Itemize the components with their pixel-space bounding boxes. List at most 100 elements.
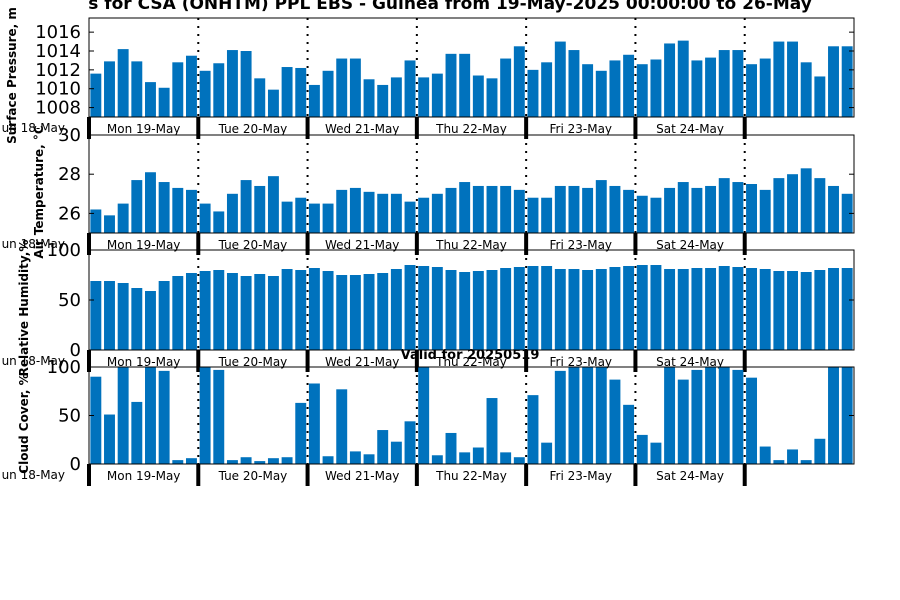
bar (609, 60, 621, 117)
bar (418, 77, 430, 117)
bar (254, 78, 266, 117)
bar (554, 370, 566, 464)
bar (800, 272, 812, 350)
bar (623, 266, 635, 350)
x-day-label: Thu 22-May (435, 238, 507, 252)
bar (677, 269, 689, 350)
bar (322, 271, 334, 350)
bar (117, 283, 129, 350)
bar (158, 87, 170, 117)
bar (308, 84, 320, 117)
bar (554, 185, 566, 233)
bar (541, 266, 553, 350)
bar (185, 55, 197, 117)
x-day-label: Tue 20-May (218, 122, 288, 136)
x-day-label: Fri 23-May (550, 238, 613, 252)
bar (650, 59, 662, 117)
bar (349, 58, 361, 117)
bar (472, 75, 484, 117)
bar (841, 268, 853, 350)
y-tick-label: 1012 (35, 60, 81, 81)
bar (158, 281, 170, 350)
bar (759, 189, 771, 233)
x-day-label: Wed 21-May (325, 122, 399, 136)
y-axis-label: Surface Pressure, m (5, 7, 19, 144)
x-day-label: Fri 23-May (550, 122, 613, 136)
bar (377, 430, 389, 464)
x-day-label: Sat 24-May (656, 238, 724, 252)
bar (732, 369, 744, 464)
bar (691, 268, 703, 350)
bar (800, 62, 812, 117)
bar (664, 187, 676, 233)
bar (636, 265, 648, 350)
bar (90, 281, 102, 350)
bar (431, 73, 443, 117)
bar (90, 376, 102, 464)
y-tick-label: 100 (47, 240, 81, 261)
bar (759, 269, 771, 350)
bar (773, 178, 785, 233)
x-day-label: Tue 20-May (218, 469, 288, 483)
bar (691, 369, 703, 464)
bar (240, 457, 252, 464)
bar (418, 197, 430, 233)
bar (336, 275, 348, 350)
bar (240, 51, 252, 117)
bar (732, 267, 744, 350)
bar (254, 461, 266, 464)
valid-for-label: Valid for 20250519 (401, 348, 540, 363)
bar (226, 273, 238, 350)
bar (213, 211, 225, 233)
bar (636, 64, 648, 117)
bar (445, 187, 457, 233)
bar (828, 367, 839, 464)
bar (459, 53, 471, 117)
bar (718, 50, 730, 118)
bar (828, 46, 839, 117)
bar (281, 201, 293, 233)
bar (431, 193, 443, 233)
bar (677, 40, 689, 117)
bar (582, 367, 594, 464)
bar (131, 288, 143, 350)
bar (623, 189, 635, 233)
panel-2: 26 28 30 Air Temperature, °Cun 18-May Mon 19… (2, 125, 855, 259)
x-day-label: Sat 24-May (656, 122, 724, 136)
bar (609, 185, 621, 233)
x-day-label: Thu 22-May (435, 469, 507, 483)
bar (390, 77, 402, 117)
bar (595, 70, 607, 117)
bar (213, 63, 225, 117)
bar (582, 187, 594, 233)
chart-title: s for CSA (ONHTM) PPL EBS - Guinea from … (88, 0, 812, 14)
bar (746, 184, 758, 233)
bar (145, 291, 156, 350)
bar (199, 203, 211, 233)
bar (418, 266, 430, 350)
bar (308, 268, 320, 350)
bar (459, 452, 471, 464)
bar (787, 174, 798, 233)
bar (377, 84, 389, 117)
bar (445, 432, 457, 464)
x-day-label: Wed 21-May (325, 238, 399, 252)
bar (213, 270, 225, 350)
bar (513, 46, 525, 117)
x-cut-label: un 18-May (2, 121, 65, 135)
y-axis-label: Cloud Cover, % (17, 373, 31, 473)
x-day-label: Wed 21-May (325, 469, 399, 483)
bar (90, 209, 102, 233)
bar (117, 49, 129, 117)
bar (500, 268, 512, 350)
bar (185, 189, 197, 233)
bar (295, 270, 307, 350)
bar (664, 43, 676, 117)
bar (104, 281, 115, 350)
bar (404, 201, 416, 233)
bar (814, 76, 826, 117)
x-cut-label: un 18-May (2, 354, 65, 368)
bar (746, 64, 758, 117)
bar (172, 460, 184, 464)
